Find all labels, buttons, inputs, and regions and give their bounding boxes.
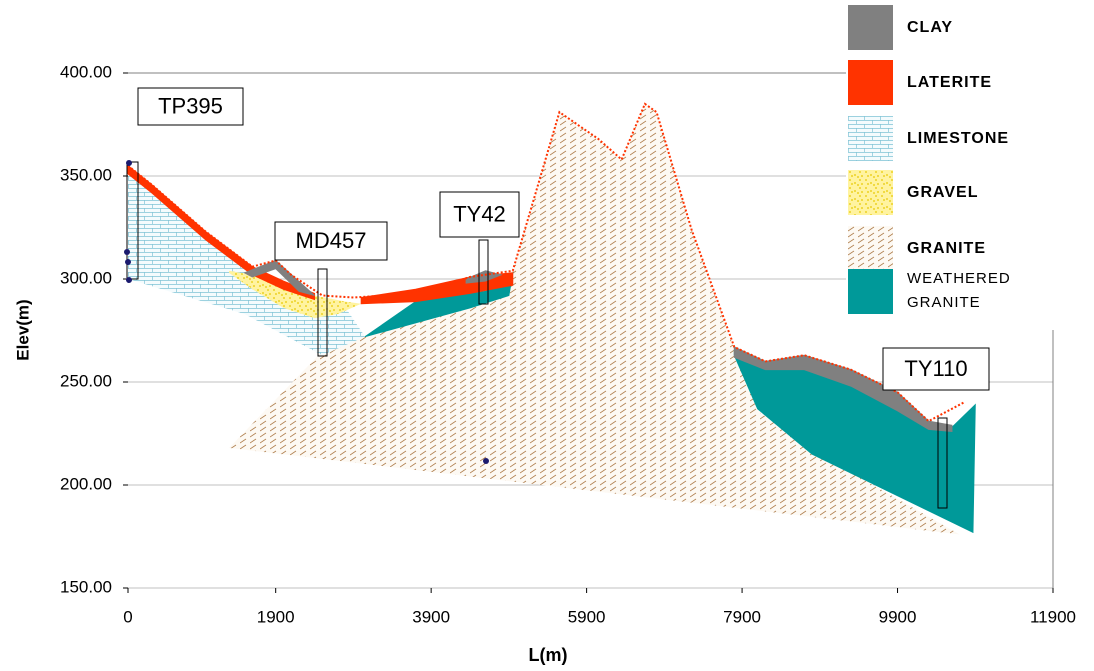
legend: CLAY LATERITE LIMESTONE GRAVEL GRANITE WEATHE… [846,0,1094,330]
layer-area [733,346,953,432]
annotation-box [274,221,388,261]
x-tick-label: 5900 [568,607,606,626]
annotation-box [137,87,244,126]
legend-item: LATERITE [848,60,1037,105]
x-axis-title: L(m) [529,645,568,665]
legend-item: WEATHERED GRANITE [848,267,1037,315]
borehole-marker [483,458,489,464]
y-tick-label: 150.00 [60,577,112,596]
y-axis-title: Elev(m) [13,299,32,360]
borehole-marker [126,277,132,283]
x-tick-label: 11900 [1030,607,1076,626]
legend-swatch [848,5,893,50]
annotation: TY110 [904,356,967,381]
annotation: TP395 [158,93,223,118]
x-tick-label: 7900 [723,607,761,626]
x-tick-label: 9900 [879,607,917,626]
legend-swatch [848,170,893,215]
legend-swatch-fill [848,60,893,105]
legend-swatch-fill [848,116,893,161]
annotation-box [439,191,520,238]
borehole-marker [125,259,131,265]
y-tick-label: 250.00 [60,371,112,390]
legend-swatch-fill [848,170,893,215]
legend-swatch [848,268,893,314]
layer-area [229,103,960,535]
legend-item: LIMESTONE [848,116,1037,161]
y-tick-label: 400.00 [60,62,112,81]
borehole [937,417,948,509]
legend-swatch [848,226,893,271]
annotation-box [882,347,990,391]
legend-label: LATERITE [907,73,993,91]
legend-label: LIMESTONE [907,129,1010,147]
legend-label: WEATHERED GRANITE [907,270,1011,311]
legend-label: CLAY [907,18,954,36]
borehole [126,161,139,280]
borehole-marker [124,249,130,255]
annotation: TY42 [453,201,506,226]
legend-swatch-fill [848,226,893,271]
legend-label: GRANITE [907,239,986,257]
legend-swatch [848,116,893,161]
legend-item: CLAY [848,5,1037,50]
y-tick-label: 300.00 [60,268,112,287]
x-tick-label: 1900 [257,607,295,626]
layer-area [229,270,362,319]
legend-item: GRAVEL [848,170,1037,215]
legend-swatch-fill [848,5,893,50]
layer-area [465,270,503,284]
borehole [478,239,489,305]
legend-swatch-fill [848,268,893,314]
x-tick-label: 3900 [412,607,450,626]
y-tick-label: 350.00 [60,165,112,184]
legend-item: GRANITE [848,226,1037,271]
borehole-marker [126,160,132,166]
x-tick-label: 0 [123,607,132,626]
legend-label: GRAVEL [907,183,979,201]
annotation: MD457 [296,228,367,253]
borehole [317,268,328,357]
legend-swatch [848,60,893,105]
y-tick-label: 200.00 [60,474,112,493]
